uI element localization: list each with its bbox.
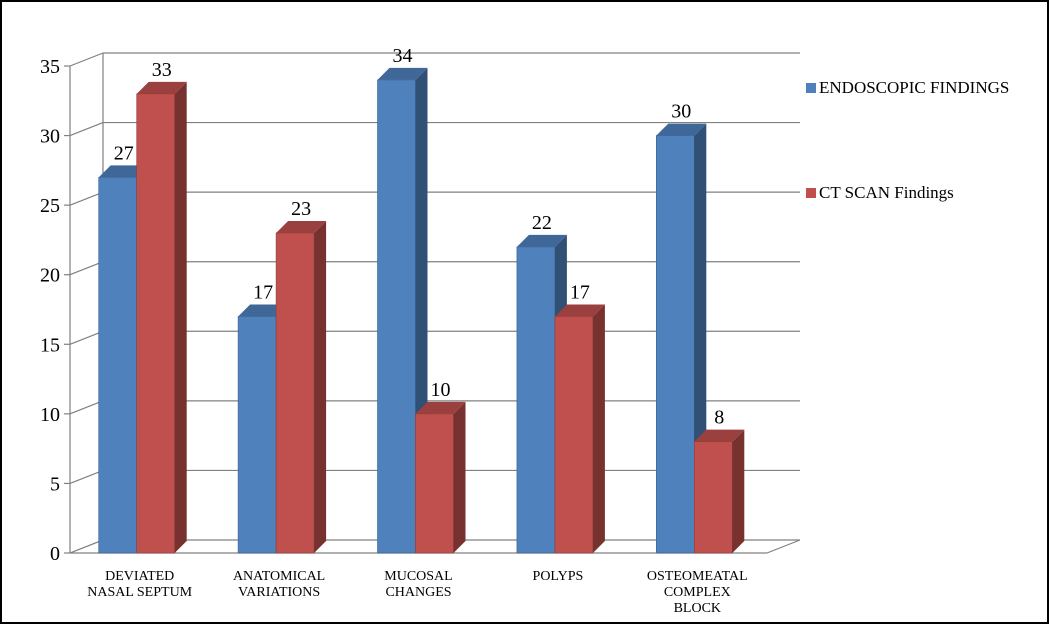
bar-top — [276, 220, 327, 233]
gridline-diagonal — [69, 469, 104, 484]
data-label: 30 — [671, 101, 691, 123]
bar — [377, 79, 416, 554]
data-label: 22 — [532, 212, 552, 234]
data-label: 23 — [291, 198, 311, 220]
bar-top — [377, 67, 428, 80]
data-label: 34 — [393, 45, 413, 67]
gridline-diagonal — [69, 330, 104, 345]
data-label: 33 — [152, 59, 172, 81]
category-label: VARIATIONS — [238, 585, 320, 600]
y-tick-label: 10 — [40, 404, 60, 426]
bar-top — [516, 234, 567, 247]
gridline-diagonal — [69, 122, 104, 137]
bar — [275, 232, 315, 554]
category-label: COMPLEX — [664, 585, 731, 600]
bar-top — [238, 304, 289, 317]
data-labels: 27 33 17 23 34 10 22 17 30 8 — [114, 45, 725, 429]
bar-top — [656, 123, 707, 136]
legend: ENDOSCOPIC FINDINGS CT SCAN Findings — [806, 78, 1009, 202]
category-label: DEVIATED — [105, 569, 174, 584]
bar-top — [415, 401, 466, 414]
category-label: POLYPS — [533, 569, 584, 584]
y-tick-label: 15 — [40, 334, 60, 356]
bar-side — [174, 81, 187, 553]
data-label: 17 — [253, 281, 273, 303]
bar-side — [314, 220, 327, 553]
data-label: 8 — [714, 407, 724, 429]
legend-label: ENDOSCOPIC FINDINGS — [819, 78, 1009, 97]
y-tick-label: 35 — [40, 56, 60, 78]
bar-side — [732, 429, 745, 553]
bar — [136, 93, 175, 554]
legend-swatch — [806, 188, 816, 198]
bar — [554, 316, 594, 554]
y-tick-label: 30 — [40, 126, 60, 148]
category-label: OSTEOMEATAL — [647, 569, 748, 584]
y-tick-label: 20 — [40, 265, 60, 287]
gridline-diagonal — [69, 191, 104, 206]
category-label: ANATOMICAL — [233, 569, 325, 584]
category-label: MUCOSAL — [384, 569, 452, 584]
category-label: CHANGES — [385, 585, 451, 600]
bar-top — [136, 81, 187, 94]
y-tick-label: 25 — [40, 195, 60, 217]
bar — [655, 135, 695, 554]
bar — [415, 413, 454, 554]
gridline-diagonal — [69, 261, 104, 276]
gridline-diagonal — [69, 400, 104, 415]
bar-side — [453, 401, 466, 553]
bars — [98, 67, 745, 554]
data-label: 17 — [570, 281, 590, 303]
legend-swatch — [806, 83, 816, 93]
bar — [98, 177, 137, 554]
gridline-diagonal — [69, 539, 104, 554]
legend-label: CT SCAN Findings — [819, 183, 954, 202]
bar — [516, 246, 556, 554]
y-axis-ticks: 0 5 10 15 20 25 30 35 — [40, 56, 60, 565]
bar — [693, 441, 733, 554]
bar-top — [98, 165, 149, 178]
data-label: 27 — [114, 142, 134, 164]
bar-top — [694, 429, 745, 442]
y-tick-label: 0 — [50, 543, 60, 565]
bar-top — [554, 304, 605, 317]
gridline-diagonal — [69, 52, 104, 67]
y-tick-label: 5 — [50, 473, 60, 495]
bar-side — [592, 304, 605, 553]
data-label: 10 — [431, 379, 451, 401]
bar — [237, 316, 277, 554]
floor-right-edge — [766, 539, 801, 554]
category-label: NASAL SEPTUM — [87, 585, 192, 600]
category-label: BLOCK — [674, 601, 721, 616]
